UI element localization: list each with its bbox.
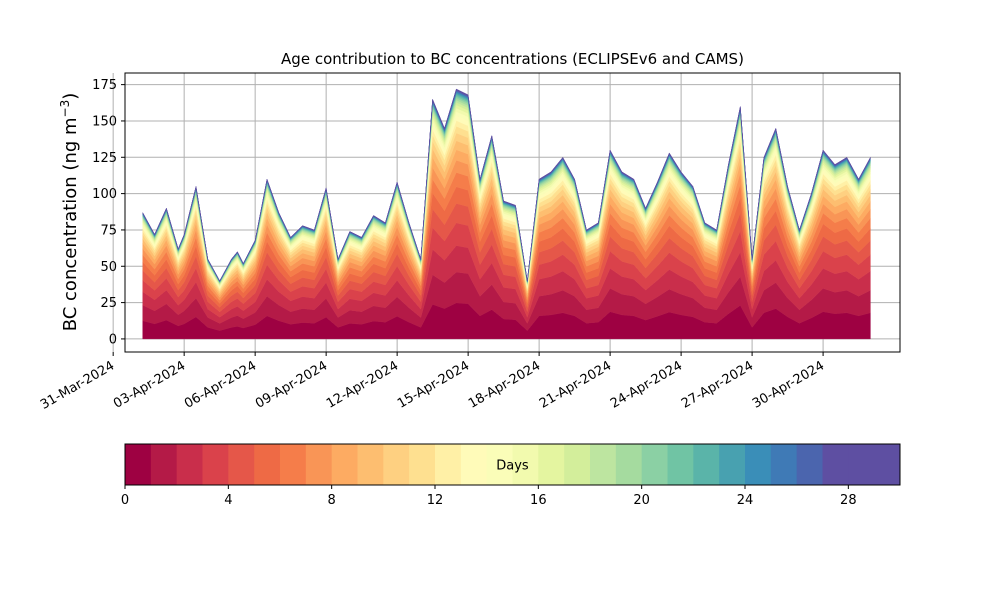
y-tick-label: 0 [109, 332, 117, 347]
colorbar-swatch [641, 444, 668, 485]
y-axis-label: BC concentration (ng m−3) [58, 93, 81, 332]
y-axis-label-suffix: ) [60, 93, 81, 100]
y-axis-ticks: 0 25 50 75 100 125 150 175 [92, 78, 125, 347]
colorbar-swatch [667, 444, 694, 485]
colorbar-frame [124, 443, 901, 486]
colorbar-swatch [383, 444, 410, 485]
colorbar-swatch [590, 444, 617, 485]
colorbar-swatch [719, 444, 746, 485]
colorbar-label: Days [496, 459, 529, 474]
y-axis-label-superscript: −3 [58, 100, 72, 118]
colorbar-swatch [486, 444, 513, 485]
colorbar-swatch [848, 444, 875, 485]
colorbar-swatch [357, 444, 384, 485]
plot-frame [124, 72, 901, 353]
colorbar-tick-label: 28 [840, 493, 857, 508]
colorbar-tick-label: 20 [633, 493, 650, 508]
colorbar-swatch [538, 444, 565, 485]
colorbar-tick-label: 8 [328, 493, 336, 508]
y-tick-label: 100 [92, 187, 117, 202]
y-tick-label: 50 [100, 260, 117, 275]
colorbar-swatch [435, 444, 462, 485]
colorbar-swatch [615, 444, 643, 485]
colorbar-swatch [228, 444, 255, 485]
colorbar-swatch [176, 444, 203, 485]
colorbar-swatch [150, 444, 178, 485]
colorbar-swatch [409, 444, 436, 485]
y-tick-label: 150 [92, 114, 117, 129]
colorbar-swatch [254, 444, 281, 485]
colorbar-swatch [305, 444, 333, 485]
colorbar-swatch [770, 444, 798, 485]
colorbar-tick-label: 24 [737, 493, 754, 508]
colorbar-swatch [512, 444, 539, 485]
colorbar-swatch [202, 444, 229, 485]
colorbar-swatch [822, 444, 849, 485]
colorbar-swatch [564, 444, 591, 485]
colorbar-swatch [331, 444, 358, 485]
chart-title: Age contribution to BC concentrations (E… [281, 50, 744, 68]
colorbar-ticks: 0 4 8 12 16 20 24 28 [121, 485, 857, 508]
colorbar-swatch [745, 444, 772, 485]
colorbar-tick-label: 4 [224, 493, 232, 508]
colorbar-tick-label: 12 [427, 493, 444, 508]
colorbar-swatch [693, 444, 720, 485]
colorbar-swatches [125, 444, 901, 485]
colorbar-swatch [460, 444, 488, 485]
y-tick-label: 125 [92, 151, 117, 166]
colorbar-swatch [280, 444, 307, 485]
y-tick-label: 75 [100, 223, 117, 238]
y-tick-label: 25 [100, 296, 117, 311]
colorbar-swatch [874, 444, 901, 485]
colorbar-swatch [125, 444, 152, 485]
colorbar: Days 0 4 8 12 16 20 24 28 [121, 443, 901, 508]
colorbar-tick-label: 16 [530, 493, 547, 508]
colorbar-tick-label: 0 [121, 493, 129, 508]
age-layer-day-29 [142, 88, 871, 282]
colorbar-swatch [796, 444, 823, 485]
y-tick-label: 175 [92, 78, 117, 93]
y-axis-label-main: BC concentration (ng m [60, 117, 81, 331]
stacked-area-layers [142, 88, 871, 340]
